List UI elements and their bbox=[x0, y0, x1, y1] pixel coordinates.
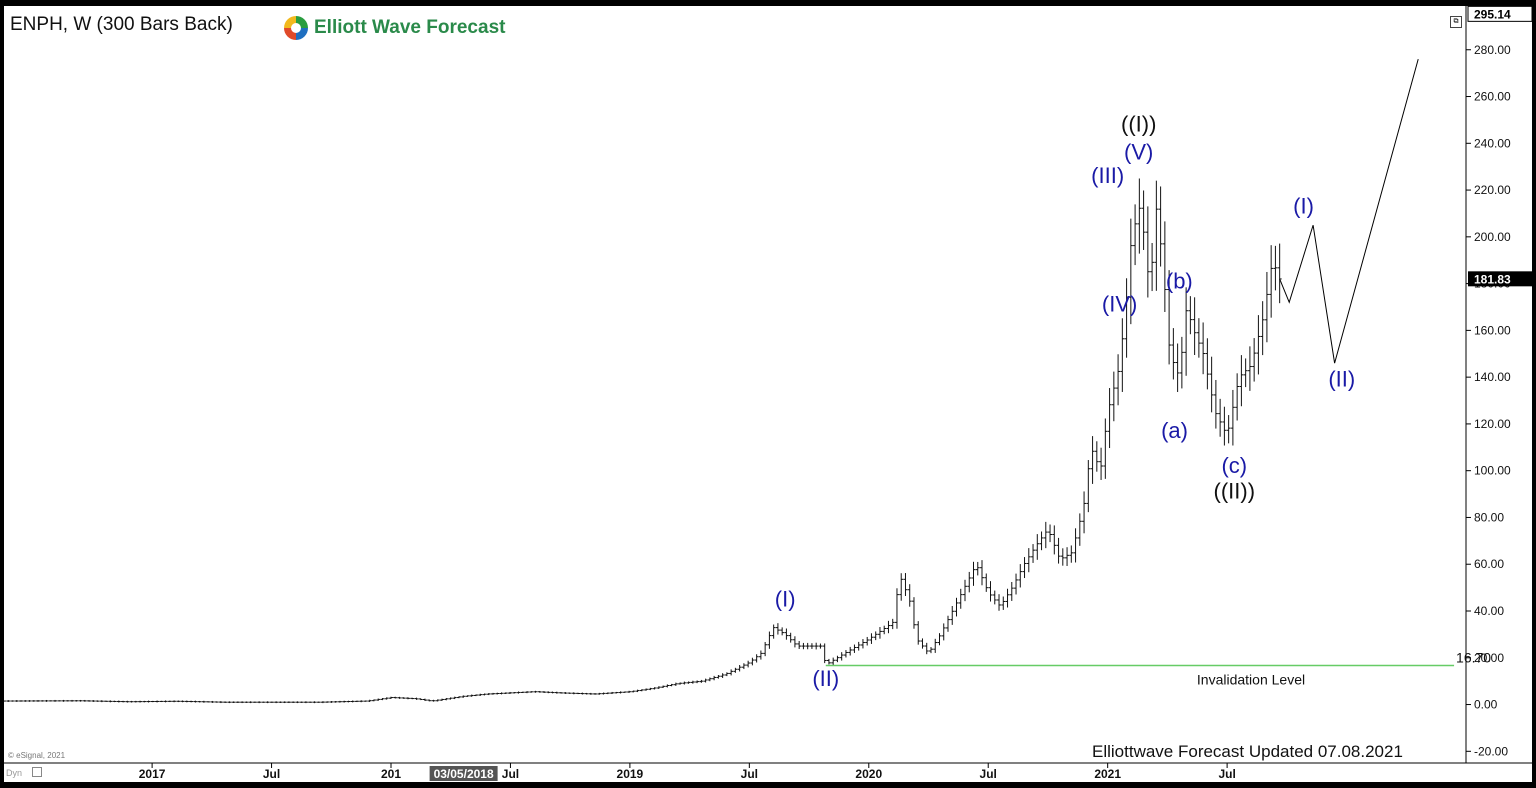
time-tick-label: 201 bbox=[381, 767, 401, 781]
time-tick-label: Jul bbox=[502, 767, 519, 781]
time-tick-label: 2020 bbox=[855, 767, 882, 781]
wave-label: (I) bbox=[775, 586, 796, 611]
logo-text: Elliott Wave Forecast bbox=[314, 17, 506, 38]
update-caption: Elliottwave Forecast Updated 07.08.2021 bbox=[1092, 742, 1403, 761]
price-tick-label: 160.00 bbox=[1474, 323, 1511, 337]
invalidation-label: Invalidation Level bbox=[1197, 671, 1305, 687]
high-price-label: 295.14 bbox=[1474, 7, 1511, 21]
invalidation-value-label: 16.70 bbox=[1456, 649, 1491, 665]
last-price-label: 181.83 bbox=[1474, 272, 1511, 286]
high-price-box bbox=[1467, 6, 1532, 22]
price-tick-label: 100.00 bbox=[1474, 464, 1511, 478]
price-tick-label: 260.00 bbox=[1474, 90, 1511, 104]
wave-label: (b) bbox=[1166, 268, 1193, 293]
dyn-toggle-icon[interactable] bbox=[32, 767, 42, 777]
projection-path bbox=[1279, 58, 1419, 364]
price-tick-label: 0.00 bbox=[1474, 698, 1498, 712]
wave-label: (a) bbox=[1161, 418, 1188, 443]
chart-frame: -20.00 0.00 20.00 40.00 60.00 80.00 100.00 120.… bbox=[4, 6, 1532, 782]
wave-label: (c) bbox=[1221, 453, 1247, 478]
time-tick-label: 2017 bbox=[139, 767, 166, 781]
wave-label: (IV) bbox=[1102, 292, 1137, 317]
restore-icon[interactable]: ⧉ bbox=[1450, 16, 1462, 28]
crosshair-date-label: 03/05/2018 bbox=[434, 767, 494, 781]
crosshair-date-box bbox=[429, 766, 498, 781]
price-chart[interactable]: -20.00 0.00 20.00 40.00 60.00 80.00 100.00 120.… bbox=[4, 6, 1532, 782]
chart-title: ENPH, W (300 Bars Back) bbox=[10, 14, 233, 35]
price-tick-label: 120.00 bbox=[1474, 417, 1511, 431]
price-tick-label: 200.00 bbox=[1474, 230, 1511, 244]
time-tick-label: Jul bbox=[980, 767, 997, 781]
wave-label: ((II)) bbox=[1214, 479, 1256, 504]
wave-label: (V) bbox=[1124, 140, 1153, 165]
price-tick-label: -20.00 bbox=[1474, 744, 1508, 758]
time-tick-label: 2019 bbox=[617, 767, 644, 781]
time-tick-label: Jul bbox=[263, 767, 280, 781]
price-tick-label: 220.00 bbox=[1474, 183, 1511, 197]
price-tick-label: 280.00 bbox=[1474, 43, 1511, 57]
wave-label: (III) bbox=[1091, 163, 1124, 188]
brand-logo: Elliott Wave Forecast bbox=[284, 16, 505, 40]
last-price-box bbox=[1468, 271, 1532, 287]
price-bars bbox=[4, 178, 1282, 704]
time-tick-label: 2021 bbox=[1094, 767, 1121, 781]
source-note: © eSignal, 2021 bbox=[8, 751, 66, 760]
wave-label: ((I)) bbox=[1121, 112, 1156, 137]
wave-label: (II) bbox=[812, 666, 839, 691]
price-tick-label: 140.00 bbox=[1474, 370, 1511, 384]
price-tick-label: 60.00 bbox=[1474, 557, 1504, 571]
price-tick-label: 80.00 bbox=[1474, 510, 1504, 524]
price-tick-label: 240.00 bbox=[1474, 136, 1511, 150]
dyn-label: Dyn bbox=[6, 768, 23, 778]
logo-icon bbox=[284, 16, 308, 40]
time-tick-label: Jul bbox=[1218, 767, 1235, 781]
wave-label: (II) bbox=[1328, 367, 1355, 392]
price-tick-label: 40.00 bbox=[1474, 604, 1504, 618]
wave-label: (I) bbox=[1293, 193, 1314, 218]
price-tick-label: 20.00 bbox=[1474, 651, 1504, 665]
time-tick-label: Jul bbox=[741, 767, 758, 781]
